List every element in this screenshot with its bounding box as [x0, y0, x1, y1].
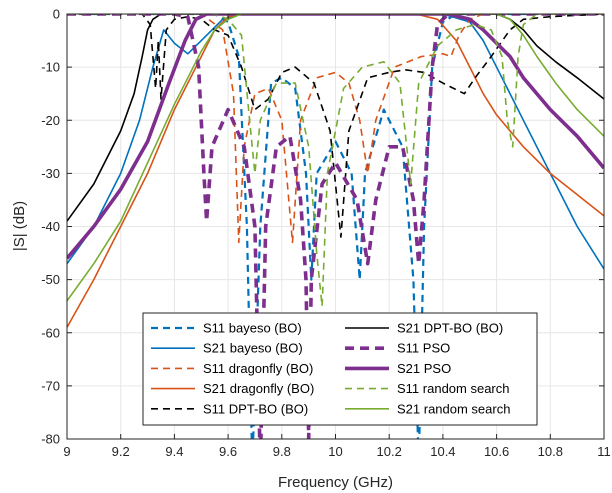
y-tick-label: -20 — [41, 113, 60, 128]
legend-label: S21 dragonfly (BO) — [203, 381, 314, 396]
ticks: 9 9.2 9.4 9.6 9.8 10 10.2 10.4 10.6 10.8 11 0 -10 -20… — [41, 7, 611, 460]
x-tick-label: 10.2 — [377, 444, 402, 459]
series-line-s21-dragonfly-bo — [67, 14, 604, 328]
x-tick-label: 11 — [597, 444, 611, 459]
series-line-s11-pso — [67, 14, 604, 439]
series-line-s11-bayeso-bo — [67, 14, 604, 439]
y-tick-label: 0 — [53, 7, 60, 22]
y-tick-label: -40 — [41, 219, 60, 234]
legend-label: S21 bayeso (BO) — [203, 341, 303, 356]
x-tick-label: 9.2 — [112, 444, 130, 459]
legend-label: S11 random search — [397, 381, 510, 396]
series-layer — [67, 14, 604, 439]
legend-label: S21 DPT-BO (BO) — [397, 321, 503, 336]
x-tick-label: 10.4 — [430, 444, 455, 459]
series-line-s11-dragonfly-bo — [67, 14, 604, 244]
legend-box — [142, 312, 538, 426]
legend: S11 bayeso (BO) S21 bayeso (BO) S11 dragon… — [142, 312, 538, 426]
legend-label: S21 random search — [397, 401, 510, 416]
series-line-s21-bayeso-bo — [67, 14, 604, 270]
series-line-s11-random-search — [67, 14, 604, 308]
x-tick-label: 9.6 — [219, 444, 237, 459]
series-line-s21-dpt-bo-bo — [67, 14, 604, 222]
y-tick-label: -30 — [41, 166, 60, 181]
x-tick-label: 9 — [63, 444, 70, 459]
y-tick-label: -60 — [41, 325, 60, 340]
y-tick-label: -80 — [41, 432, 60, 447]
x-axis-label: Frequency (GHz) — [278, 474, 393, 491]
y-tick-label: -70 — [41, 378, 60, 393]
x-tick-label: 9.8 — [273, 444, 291, 459]
y-tick-label: -50 — [41, 272, 60, 287]
x-tick-label: 10.6 — [484, 444, 509, 459]
y-tick-label: -10 — [41, 60, 60, 75]
series-line-s21-pso — [67, 14, 604, 260]
legend-label: S11 PSO — [397, 341, 450, 356]
legend-label: S21 PSO — [397, 361, 451, 376]
series-line-s21-random-search — [67, 14, 604, 302]
x-tick-label: 10 — [328, 444, 342, 459]
legend-label: S11 dragonfly (BO) — [203, 361, 313, 376]
legend-label: S11 bayeso (BO) — [203, 321, 302, 336]
series-line-s11-dpt-bo-bo — [67, 14, 604, 238]
x-tick-label: 9.4 — [165, 444, 183, 459]
y-axis-label: |S| (dB) — [11, 201, 28, 251]
x-tick-label: 10.8 — [538, 444, 563, 459]
legend-label: S11 DPT-BO (BO) — [203, 401, 308, 416]
